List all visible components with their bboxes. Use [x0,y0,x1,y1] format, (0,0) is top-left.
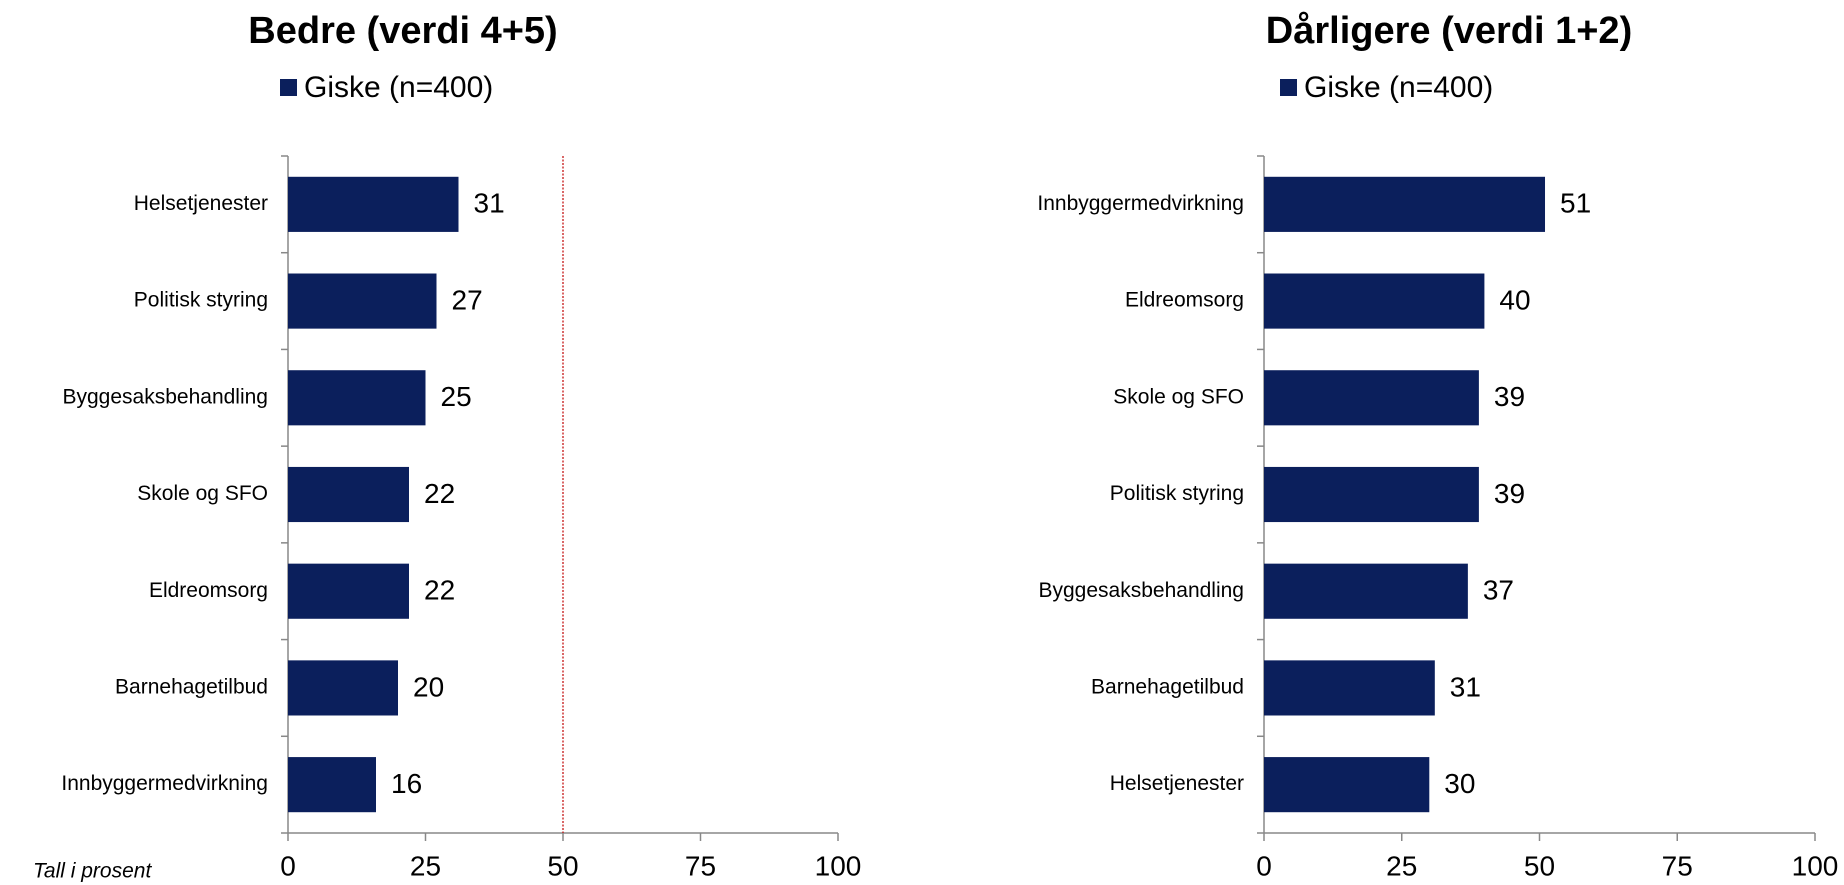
bar [288,273,437,329]
y-tick-label: Skole og SFO [1113,385,1244,408]
x-axis-label: Tall i prosent [33,860,152,883]
data-label: 25 [441,381,472,412]
y-tick-label: Innbyggermedvirkning [1037,192,1244,215]
bar [288,466,409,523]
y-tick-label: Skole og SFO [137,482,268,505]
y-tick-label: Byggesaksbehandling [63,385,269,408]
y-tick-label: Helsetjenester [134,192,268,215]
bar [1264,563,1468,619]
data-label: 22 [424,575,455,606]
data-label: 39 [1494,478,1525,509]
y-tick-label: Byggesaksbehandling [1039,579,1245,602]
data-label: 39 [1494,381,1525,412]
data-label: 16 [391,768,422,799]
legend-label: Giske (n=400) [304,71,493,104]
data-label: 51 [1560,188,1591,219]
legend-label: Giske (n=400) [1304,71,1493,104]
bar [1264,466,1479,523]
x-tick-label: 0 [1256,850,1272,881]
bar [288,370,426,426]
data-label: 20 [413,671,444,702]
bar [288,563,409,619]
x-tick-label: 75 [1662,850,1693,881]
data-label: 27 [452,284,483,315]
bar [288,176,459,232]
x-tick-label: 100 [815,850,862,881]
data-label: 31 [474,188,505,219]
y-tick-label: Politisk styring [1110,482,1244,505]
bar [1264,757,1430,813]
bar [288,757,376,813]
x-tick-label: 50 [1524,850,1555,881]
bar [1264,660,1435,716]
x-tick-label: 100 [1792,850,1839,881]
data-label: 37 [1483,575,1514,606]
legend-swatch [1280,79,1297,96]
x-tick-label: 0 [280,850,296,881]
data-label: 30 [1444,768,1475,799]
bar [288,660,398,716]
y-tick-label: Eldreomsorg [1125,289,1244,312]
x-tick-label: 25 [1386,850,1417,881]
legend-swatch [280,79,297,96]
bar [1264,273,1485,329]
bar [1264,370,1479,426]
bar [1264,176,1546,232]
chart-title: Bedre (verdi 4+5) [248,10,557,52]
y-tick-label: Barnehagetilbud [1091,675,1244,698]
x-tick-label: 75 [685,850,716,881]
x-tick-label: 25 [410,850,441,881]
data-label: 40 [1499,284,1530,315]
y-tick-label: Politisk styring [134,289,268,312]
chart-title: Dårligere (verdi 1+2) [1266,10,1632,52]
y-tick-label: Helsetjenester [1110,772,1244,795]
y-tick-label: Eldreomsorg [149,579,268,602]
data-label: 22 [424,478,455,509]
data-label: 31 [1450,671,1481,702]
y-tick-label: Innbyggermedvirkning [61,772,268,795]
x-tick-label: 50 [547,850,578,881]
y-tick-label: Barnehagetilbud [115,675,268,698]
